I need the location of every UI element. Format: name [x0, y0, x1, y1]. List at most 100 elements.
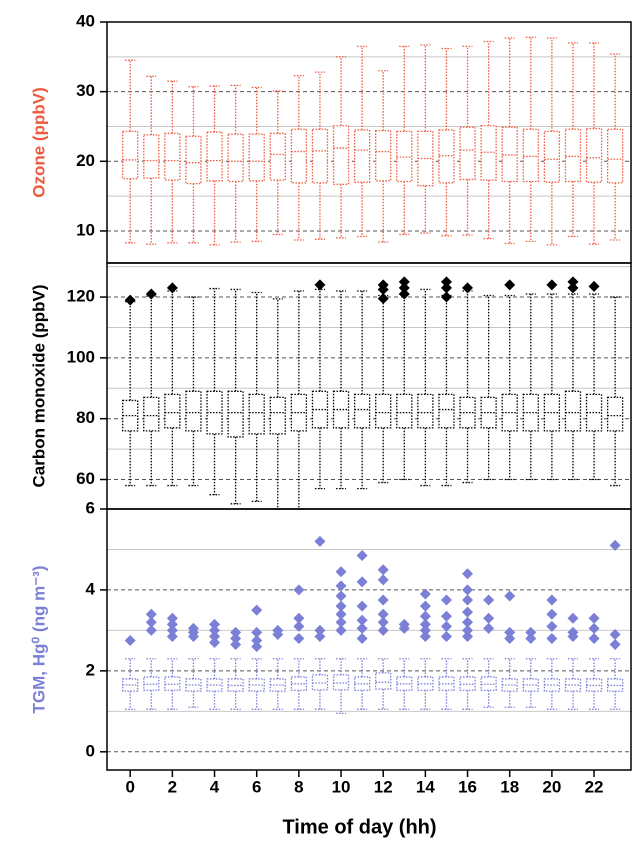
- outlier: [462, 624, 474, 636]
- outlier: [525, 626, 537, 638]
- box: [606, 396, 624, 432]
- y-tick-label: 80: [76, 408, 95, 427]
- box: [480, 125, 497, 181]
- outlier: [209, 637, 221, 649]
- x-tick-label: 0: [125, 777, 134, 796]
- box: [269, 396, 286, 435]
- box: [353, 393, 371, 429]
- outlier: [293, 632, 305, 644]
- y-tick-label: 40: [76, 11, 95, 30]
- x-tick-label: 6: [252, 777, 261, 796]
- outlier: [504, 590, 516, 602]
- outlier: [398, 282, 410, 294]
- box: [564, 390, 582, 432]
- box: [143, 134, 160, 179]
- outlier: [166, 624, 178, 636]
- outlier: [209, 618, 221, 630]
- box: [606, 128, 624, 184]
- box: [143, 396, 160, 432]
- outlier: [440, 610, 452, 622]
- y-axis-label: Ozone (ppbV): [29, 87, 48, 197]
- outlier: [440, 630, 452, 642]
- outlier: [145, 616, 157, 628]
- outlier: [335, 616, 347, 628]
- outlier: [588, 280, 600, 292]
- outlier: [377, 564, 389, 576]
- outlier: [166, 612, 178, 624]
- outlier: [440, 282, 452, 294]
- box: [417, 393, 434, 429]
- x-tick-label: 16: [458, 777, 477, 796]
- box: [185, 135, 202, 185]
- y-tick-label: 100: [67, 347, 95, 366]
- outlier: [356, 614, 368, 626]
- outlier: [166, 282, 178, 294]
- x-tick-label: 2: [168, 777, 177, 796]
- box: [248, 133, 265, 182]
- y-axis-label: Carbon monoxide (ppbV): [29, 284, 48, 487]
- box: [543, 130, 561, 183]
- y-tick-label: 4: [86, 579, 96, 598]
- outlier: [377, 574, 389, 586]
- outlier: [483, 612, 495, 624]
- box: [122, 130, 139, 180]
- box: [438, 393, 455, 429]
- box: [375, 672, 392, 690]
- y-tick-label: 10: [76, 220, 95, 239]
- outlier: [546, 608, 558, 620]
- outlier: [462, 594, 474, 606]
- outlier: [525, 632, 537, 644]
- box: [438, 129, 455, 184]
- box: [564, 128, 582, 183]
- box: [311, 128, 329, 184]
- outlier: [588, 612, 600, 624]
- outlier: [145, 288, 157, 300]
- outlier: [504, 279, 516, 291]
- outlier: [419, 600, 431, 612]
- outlier: [398, 622, 410, 634]
- outlier: [462, 630, 474, 642]
- outlier: [251, 626, 263, 638]
- y-tick-label: 120: [67, 287, 95, 306]
- outlier: [588, 622, 600, 634]
- outlier: [440, 291, 452, 303]
- box: [353, 129, 371, 183]
- outlier: [588, 632, 600, 644]
- y-tick-label: 2: [86, 660, 95, 679]
- outlier: [314, 624, 326, 636]
- outlier: [230, 632, 242, 644]
- outlier: [314, 630, 326, 642]
- outlier: [356, 600, 368, 612]
- box: [459, 126, 476, 181]
- outlier: [377, 624, 389, 636]
- outlier: [335, 580, 347, 592]
- outlier: [504, 632, 516, 644]
- outlier: [251, 604, 263, 616]
- outlier: [335, 624, 347, 636]
- box: [164, 132, 181, 181]
- box: [248, 393, 265, 435]
- outlier: [230, 639, 242, 651]
- x-tick-label: 14: [416, 777, 435, 796]
- outlier: [546, 632, 558, 644]
- outlier: [145, 608, 157, 620]
- outlier: [398, 276, 410, 288]
- box: [290, 128, 308, 184]
- outlier: [230, 626, 242, 638]
- x-tick-label: 10: [332, 777, 351, 796]
- y-tick-label: 30: [76, 81, 95, 100]
- outlier: [462, 568, 474, 580]
- outlier: [124, 294, 136, 306]
- outlier: [356, 622, 368, 634]
- outlier: [440, 620, 452, 632]
- outlier: [567, 612, 579, 624]
- outlier: [419, 588, 431, 600]
- outlier: [187, 630, 199, 642]
- x-tick-label: 22: [585, 777, 604, 796]
- outlier: [462, 584, 474, 596]
- outlier: [293, 620, 305, 632]
- x-tick-label: 20: [542, 777, 561, 796]
- y-tick-label: 20: [76, 151, 95, 170]
- x-tick-label: 18: [500, 777, 519, 796]
